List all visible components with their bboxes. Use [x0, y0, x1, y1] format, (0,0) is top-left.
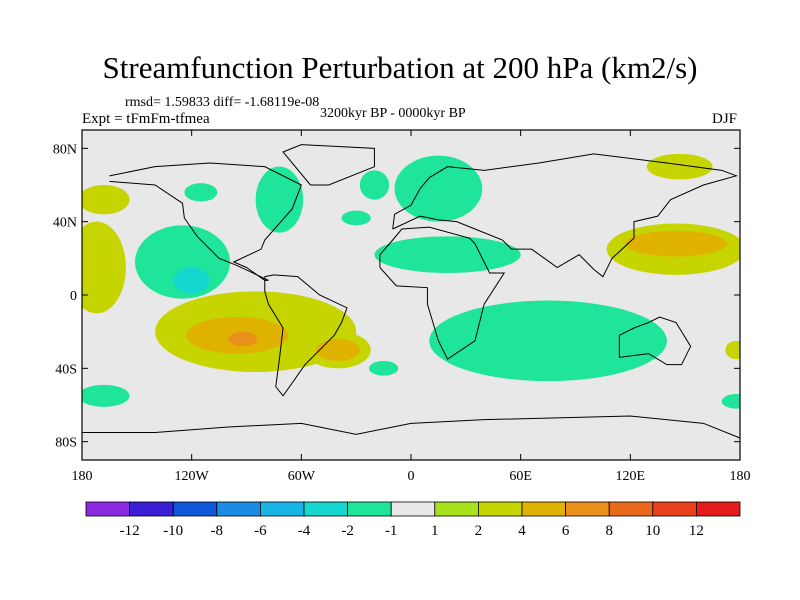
anomaly-s-ocean-neg [721, 394, 740, 409]
colorbar-label: 10 [645, 523, 660, 539]
coastline-3 [392, 153, 738, 278]
colorbar-swatch [259, 501, 305, 517]
coastline-2 [379, 226, 506, 360]
x-tick-label: 180 [72, 469, 93, 484]
anomaly-s-atlantic-neg [368, 361, 399, 376]
anomaly-e-pacific-pos [82, 221, 126, 314]
y-tick-label: 80S [55, 436, 77, 451]
colorbar-swatch [565, 501, 610, 517]
anomaly-indian-core [469, 306, 645, 365]
colorbar-label: 6 [562, 523, 570, 539]
anomaly-n-atlantic-neg [341, 210, 371, 226]
anomaly-s-ocean-pos [725, 340, 740, 360]
colorbar-swatch [347, 501, 392, 517]
colorbar-swatch [85, 501, 130, 517]
x-tick-label: 60W [288, 469, 316, 484]
colorbar-swatch [477, 501, 523, 517]
anomaly-alaska-neg [184, 183, 218, 202]
anomaly-africa-core [392, 238, 466, 272]
colorbar-label: 12 [689, 523, 704, 539]
colorbar-label: -1 [385, 523, 398, 539]
anomaly-layer [82, 153, 740, 409]
anomaly-c-pacific-core [173, 267, 210, 294]
y-tick-label: 40S [55, 362, 77, 377]
experiment-label: Expt = tFmFm-tfmea [82, 111, 210, 127]
colorbar-label: 1 [431, 523, 439, 539]
anomaly-s-am-core [228, 331, 258, 347]
colorbar-swatch [696, 501, 741, 517]
colorbar-swatch [216, 501, 261, 517]
colorbar-swatch [652, 501, 697, 517]
anomaly-n-pacific [82, 185, 130, 215]
y-tick-label: 40N [53, 216, 77, 231]
chart-title: Streamfunction Perturbation at 200 hPa (… [102, 50, 698, 85]
anomaly-n-america-neg [255, 166, 304, 233]
coastlines [82, 144, 741, 439]
x-tick-label: 120E [616, 469, 646, 484]
colorbar-swatch [129, 501, 174, 517]
season-label: DJF [712, 111, 738, 127]
colorbar-swatch [172, 501, 218, 517]
y-tick-label: 80N [53, 142, 77, 157]
colorbar-swatch [390, 501, 436, 517]
colorbar-swatch [521, 501, 566, 517]
anomaly-w-pacific-core [624, 230, 728, 257]
colorbar-label: -8 [211, 523, 224, 539]
colorbar-label: 4 [518, 523, 526, 539]
period-label: 3200kyr BP - 0000kyr BP [320, 106, 466, 121]
colorbar-label: -12 [120, 523, 140, 539]
coastline-5 [282, 144, 375, 186]
coastline-1 [264, 274, 348, 397]
anomaly-arctic-pos [646, 153, 713, 180]
colorbar-label: -10 [163, 523, 183, 539]
x-tick-label: 120W [175, 469, 210, 484]
colorbar-label: -4 [298, 523, 311, 539]
anomaly-s-pacific-neg [82, 384, 130, 407]
x-tick-label: 0 [408, 469, 415, 484]
y-tick-label: 0 [70, 289, 77, 304]
colorbar-swatch [434, 501, 479, 517]
x-tick-label: 180 [730, 469, 751, 484]
anomaly-atlantic-core [315, 339, 360, 361]
colorbar-label: -6 [254, 523, 267, 539]
anomaly-europe-neg [394, 155, 483, 222]
colorbar-label: -2 [341, 523, 354, 539]
coastline-4 [618, 316, 692, 366]
coastline-0 [109, 162, 302, 281]
coastline-6 [82, 415, 741, 439]
anomaly-greenland-neg [359, 170, 390, 200]
colorbar-label: 2 [475, 523, 483, 539]
colorbar-swatch [608, 501, 654, 517]
colorbar-label: 8 [605, 523, 613, 539]
colorbar-swatch [303, 501, 348, 517]
x-tick-label: 60E [509, 469, 532, 484]
stats-text: rmsd= 1.59833 diff= -1.68119e-08 [125, 95, 320, 110]
